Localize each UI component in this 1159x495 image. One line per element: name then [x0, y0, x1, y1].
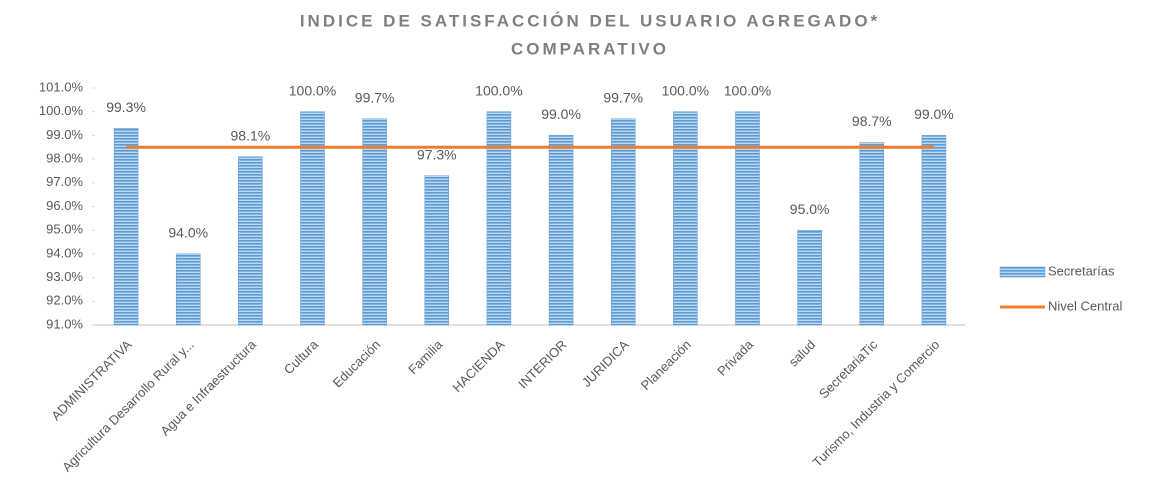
bar: [238, 156, 263, 326]
bar: [424, 175, 450, 326]
y-tick-label: 97.0%: [46, 174, 83, 189]
x-tick-label: Familia: [405, 336, 446, 377]
data-label: 100.0%: [724, 82, 771, 98]
data-label: 99.7%: [603, 90, 643, 106]
data-label: 99.3%: [106, 99, 146, 115]
data-label: 97.3%: [417, 146, 457, 162]
x-tick-label: HACIENDA: [449, 337, 507, 395]
y-tick-label: 94.0%: [46, 245, 83, 260]
chart-title: INDICE DE SATISFACCIÓN DEL USUARIO AGREG…: [300, 11, 880, 30]
x-tick-label: Turismo, Industria y Comercio: [810, 337, 943, 470]
y-tick-label: 98.0%: [46, 151, 83, 166]
bar: [673, 111, 698, 326]
data-label: 99.7%: [355, 90, 395, 106]
x-tick-label: SecretariaTic: [816, 337, 881, 402]
data-label: 100.0%: [662, 82, 709, 98]
x-tick-label: INTERIOR: [515, 337, 570, 392]
bar: [548, 135, 574, 326]
y-tick-label: 91.0%: [46, 316, 83, 331]
bar: [921, 135, 947, 326]
bar: [610, 118, 636, 326]
data-label: 99.0%: [541, 106, 581, 122]
y-tick-label: 95.0%: [46, 222, 83, 237]
bar: [113, 128, 139, 326]
legend-swatch: [999, 266, 1046, 278]
y-tick-label: 99.0%: [46, 127, 83, 142]
bar: [735, 111, 760, 326]
data-label: 100.0%: [289, 82, 336, 98]
chart-title: COMPARATIVO: [511, 39, 669, 58]
bar: [362, 118, 387, 326]
y-tick-label: 100.0%: [39, 103, 84, 118]
x-tick-label: Educación: [330, 337, 384, 391]
y-tick-label: 96.0%: [46, 198, 83, 213]
data-label: 94.0%: [168, 225, 208, 241]
x-tick-label: salud: [786, 337, 819, 370]
x-tick-label: JURIDICA: [579, 337, 632, 390]
bar: [797, 229, 822, 326]
x-tick-label: Agricultura Desarrollo Rural y...: [59, 337, 197, 475]
x-tick-label: Privada: [714, 336, 756, 378]
legend-label: Nivel Central: [1048, 298, 1123, 313]
data-label: 98.7%: [852, 113, 892, 129]
y-tick-label: 93.0%: [46, 269, 83, 284]
y-tick-label: 92.0%: [46, 293, 83, 308]
y-tick-label: 101.0%: [39, 79, 84, 94]
data-label: 100.0%: [475, 82, 522, 98]
data-label: 99.0%: [914, 106, 954, 122]
data-label: 98.1%: [231, 127, 271, 143]
x-tick-label: Cultura: [281, 336, 322, 377]
legend-label: Secretarías: [1048, 263, 1115, 278]
x-tick-label: Planeación: [638, 337, 694, 393]
bar: [486, 111, 512, 326]
data-label: 95.0%: [790, 201, 830, 217]
bar: [859, 142, 885, 326]
bar: [175, 253, 201, 326]
bar: [300, 111, 325, 326]
